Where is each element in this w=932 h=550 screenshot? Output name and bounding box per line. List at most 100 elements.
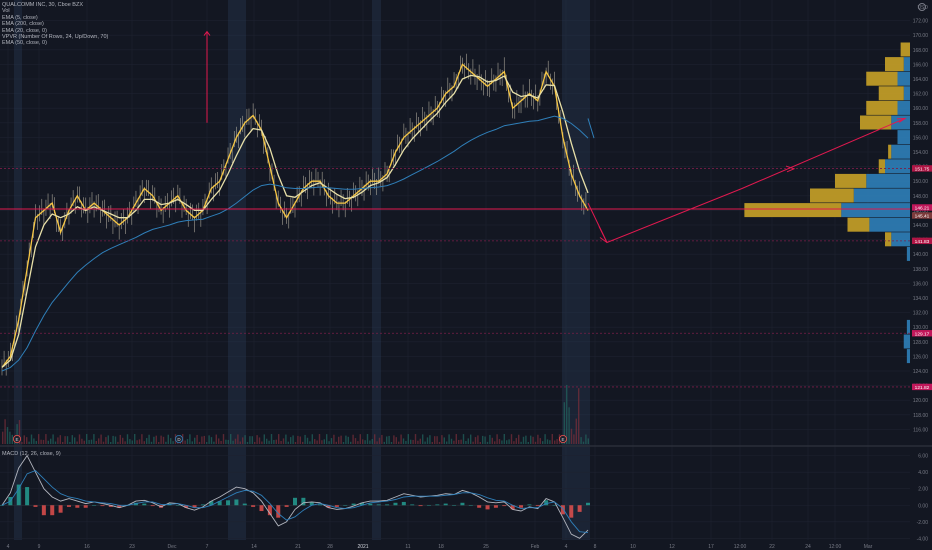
volume-bar bbox=[134, 434, 136, 444]
settings-icon[interactable] bbox=[918, 3, 926, 11]
price-badge-text: 145.41 bbox=[915, 214, 930, 220]
legend-vol[interactable]: Vol bbox=[2, 8, 10, 15]
volume-bar bbox=[256, 435, 258, 444]
vpvr-up-bar bbox=[903, 334, 910, 349]
volume-bar bbox=[362, 439, 364, 444]
vpvr-down-bar bbox=[888, 144, 892, 159]
macd-histogram-bar bbox=[493, 505, 498, 508]
volume-bar bbox=[366, 434, 369, 444]
volume-bar bbox=[110, 441, 112, 444]
price-badge-bg bbox=[912, 383, 932, 391]
legend-ema200[interactable]: EMA (200, close) bbox=[2, 21, 44, 28]
volume-bar bbox=[242, 437, 244, 444]
volume-bar bbox=[340, 435, 342, 444]
volume-bar bbox=[479, 441, 481, 444]
macd-histogram-bar bbox=[544, 500, 549, 506]
volume-bar bbox=[186, 439, 189, 444]
volume-bar bbox=[386, 436, 388, 444]
time-tick-label: 4 bbox=[565, 544, 568, 550]
ema-fast-line bbox=[1, 63, 589, 368]
grid bbox=[0, 0, 910, 540]
vpvr-up-bar bbox=[853, 188, 910, 203]
event-marker[interactable]: E bbox=[12, 434, 21, 443]
volume-bar bbox=[150, 441, 153, 444]
price-badge-level2: 141.83 bbox=[912, 237, 932, 245]
volume-bar bbox=[227, 439, 229, 444]
time-tick-label: 4 bbox=[7, 544, 10, 550]
volume-bar bbox=[210, 437, 213, 444]
vpvr-up-bar bbox=[841, 203, 910, 218]
volume-bar bbox=[501, 440, 503, 444]
event-marker[interactable]: E bbox=[559, 434, 568, 443]
macd-histogram-bar bbox=[226, 500, 231, 506]
macd-histogram-bar bbox=[293, 497, 297, 506]
volume-bar bbox=[141, 434, 143, 444]
volume-bar bbox=[146, 438, 148, 444]
macd-histogram-bar bbox=[251, 505, 256, 507]
volume-bar bbox=[165, 441, 167, 444]
vpvr-down-bar bbox=[885, 232, 892, 247]
price-tick-label: 138.00 bbox=[913, 267, 929, 273]
volume-bar bbox=[354, 438, 357, 444]
macd-histogram-bar bbox=[175, 505, 180, 506]
legend-ema50[interactable]: EMA (50, close, 0) bbox=[2, 40, 47, 47]
volume-bar bbox=[554, 440, 556, 444]
time-tick-label: Mar bbox=[864, 544, 873, 550]
macd-legend[interactable]: MACD (12, 26, close, 9) bbox=[2, 451, 61, 457]
volume-bar bbox=[484, 436, 486, 444]
volume-bar bbox=[50, 438, 52, 444]
event-marker[interactable]: D bbox=[174, 434, 183, 443]
volume-bar bbox=[213, 441, 215, 444]
volume-bar bbox=[448, 434, 450, 444]
vpvr-up-bar bbox=[906, 246, 910, 261]
time-tick-label: 7 bbox=[206, 544, 209, 550]
volume-bar bbox=[98, 438, 100, 444]
legend-ema20[interactable]: EMA (20, close, 0) bbox=[2, 27, 47, 34]
macd-histogram-bar bbox=[276, 505, 281, 518]
volume-bar bbox=[419, 438, 421, 444]
time-tick-label: 11 bbox=[405, 544, 410, 550]
price-badge-text: 141.83 bbox=[915, 239, 930, 245]
volume-bar bbox=[172, 441, 174, 444]
event-marker-circle bbox=[12, 434, 21, 443]
macd-histogram-bar bbox=[519, 505, 524, 508]
macd-tick-label: 6.00 bbox=[918, 454, 928, 460]
macd-tick-label: 2.00 bbox=[918, 487, 928, 493]
time-tick-label: 25 bbox=[483, 544, 489, 550]
volume-bar bbox=[201, 436, 203, 444]
macd-histogram-bar bbox=[343, 505, 348, 506]
volume-bar bbox=[352, 434, 354, 444]
macd-histogram-bar bbox=[117, 505, 122, 508]
volume-bar bbox=[114, 436, 117, 444]
price-tick-label: 150.00 bbox=[913, 179, 929, 185]
volume-bar bbox=[587, 438, 589, 444]
price-tick-label: 166.00 bbox=[913, 62, 929, 68]
projection-arrow-head bbox=[896, 117, 907, 123]
time-tick-label: 12:00 bbox=[829, 544, 842, 550]
macd-histogram-bar bbox=[368, 503, 373, 506]
legend-vpvr[interactable]: VPVR (Number Of Rows, 24, Up/Down, 70) bbox=[2, 34, 109, 41]
time-axis: 4 9 16 23 Dec 7 14 21 28 2021 11 18 25 Feb 4 8 10 12 17 12:… bbox=[0, 541, 932, 550]
macd-histogram-bar bbox=[200, 504, 205, 506]
vpvr-down-bar bbox=[866, 100, 898, 115]
macd-tick-label: -4.00 bbox=[917, 536, 929, 542]
macd-histogram-bar bbox=[359, 502, 364, 506]
volume-bar bbox=[489, 434, 491, 444]
legend-title[interactable]: QUALCOMM INC, 30, Cboe BZX bbox=[2, 2, 83, 8]
volume-bar bbox=[184, 440, 186, 444]
volume-bar bbox=[124, 441, 126, 444]
volume-bar bbox=[35, 440, 37, 444]
volume-bar bbox=[191, 441, 193, 444]
price-badge-bg bbox=[912, 330, 932, 337]
volume-bar bbox=[556, 439, 558, 444]
vpvr-up-bar bbox=[897, 130, 910, 145]
vpvr-down-bar bbox=[878, 159, 885, 174]
volume-bar bbox=[515, 438, 517, 444]
volume-bar bbox=[364, 440, 366, 444]
volume-bar bbox=[206, 441, 208, 444]
legend-ema5[interactable]: EMA (5, close) bbox=[2, 14, 38, 21]
volume-bar bbox=[549, 440, 551, 444]
volume-bar bbox=[59, 435, 61, 444]
